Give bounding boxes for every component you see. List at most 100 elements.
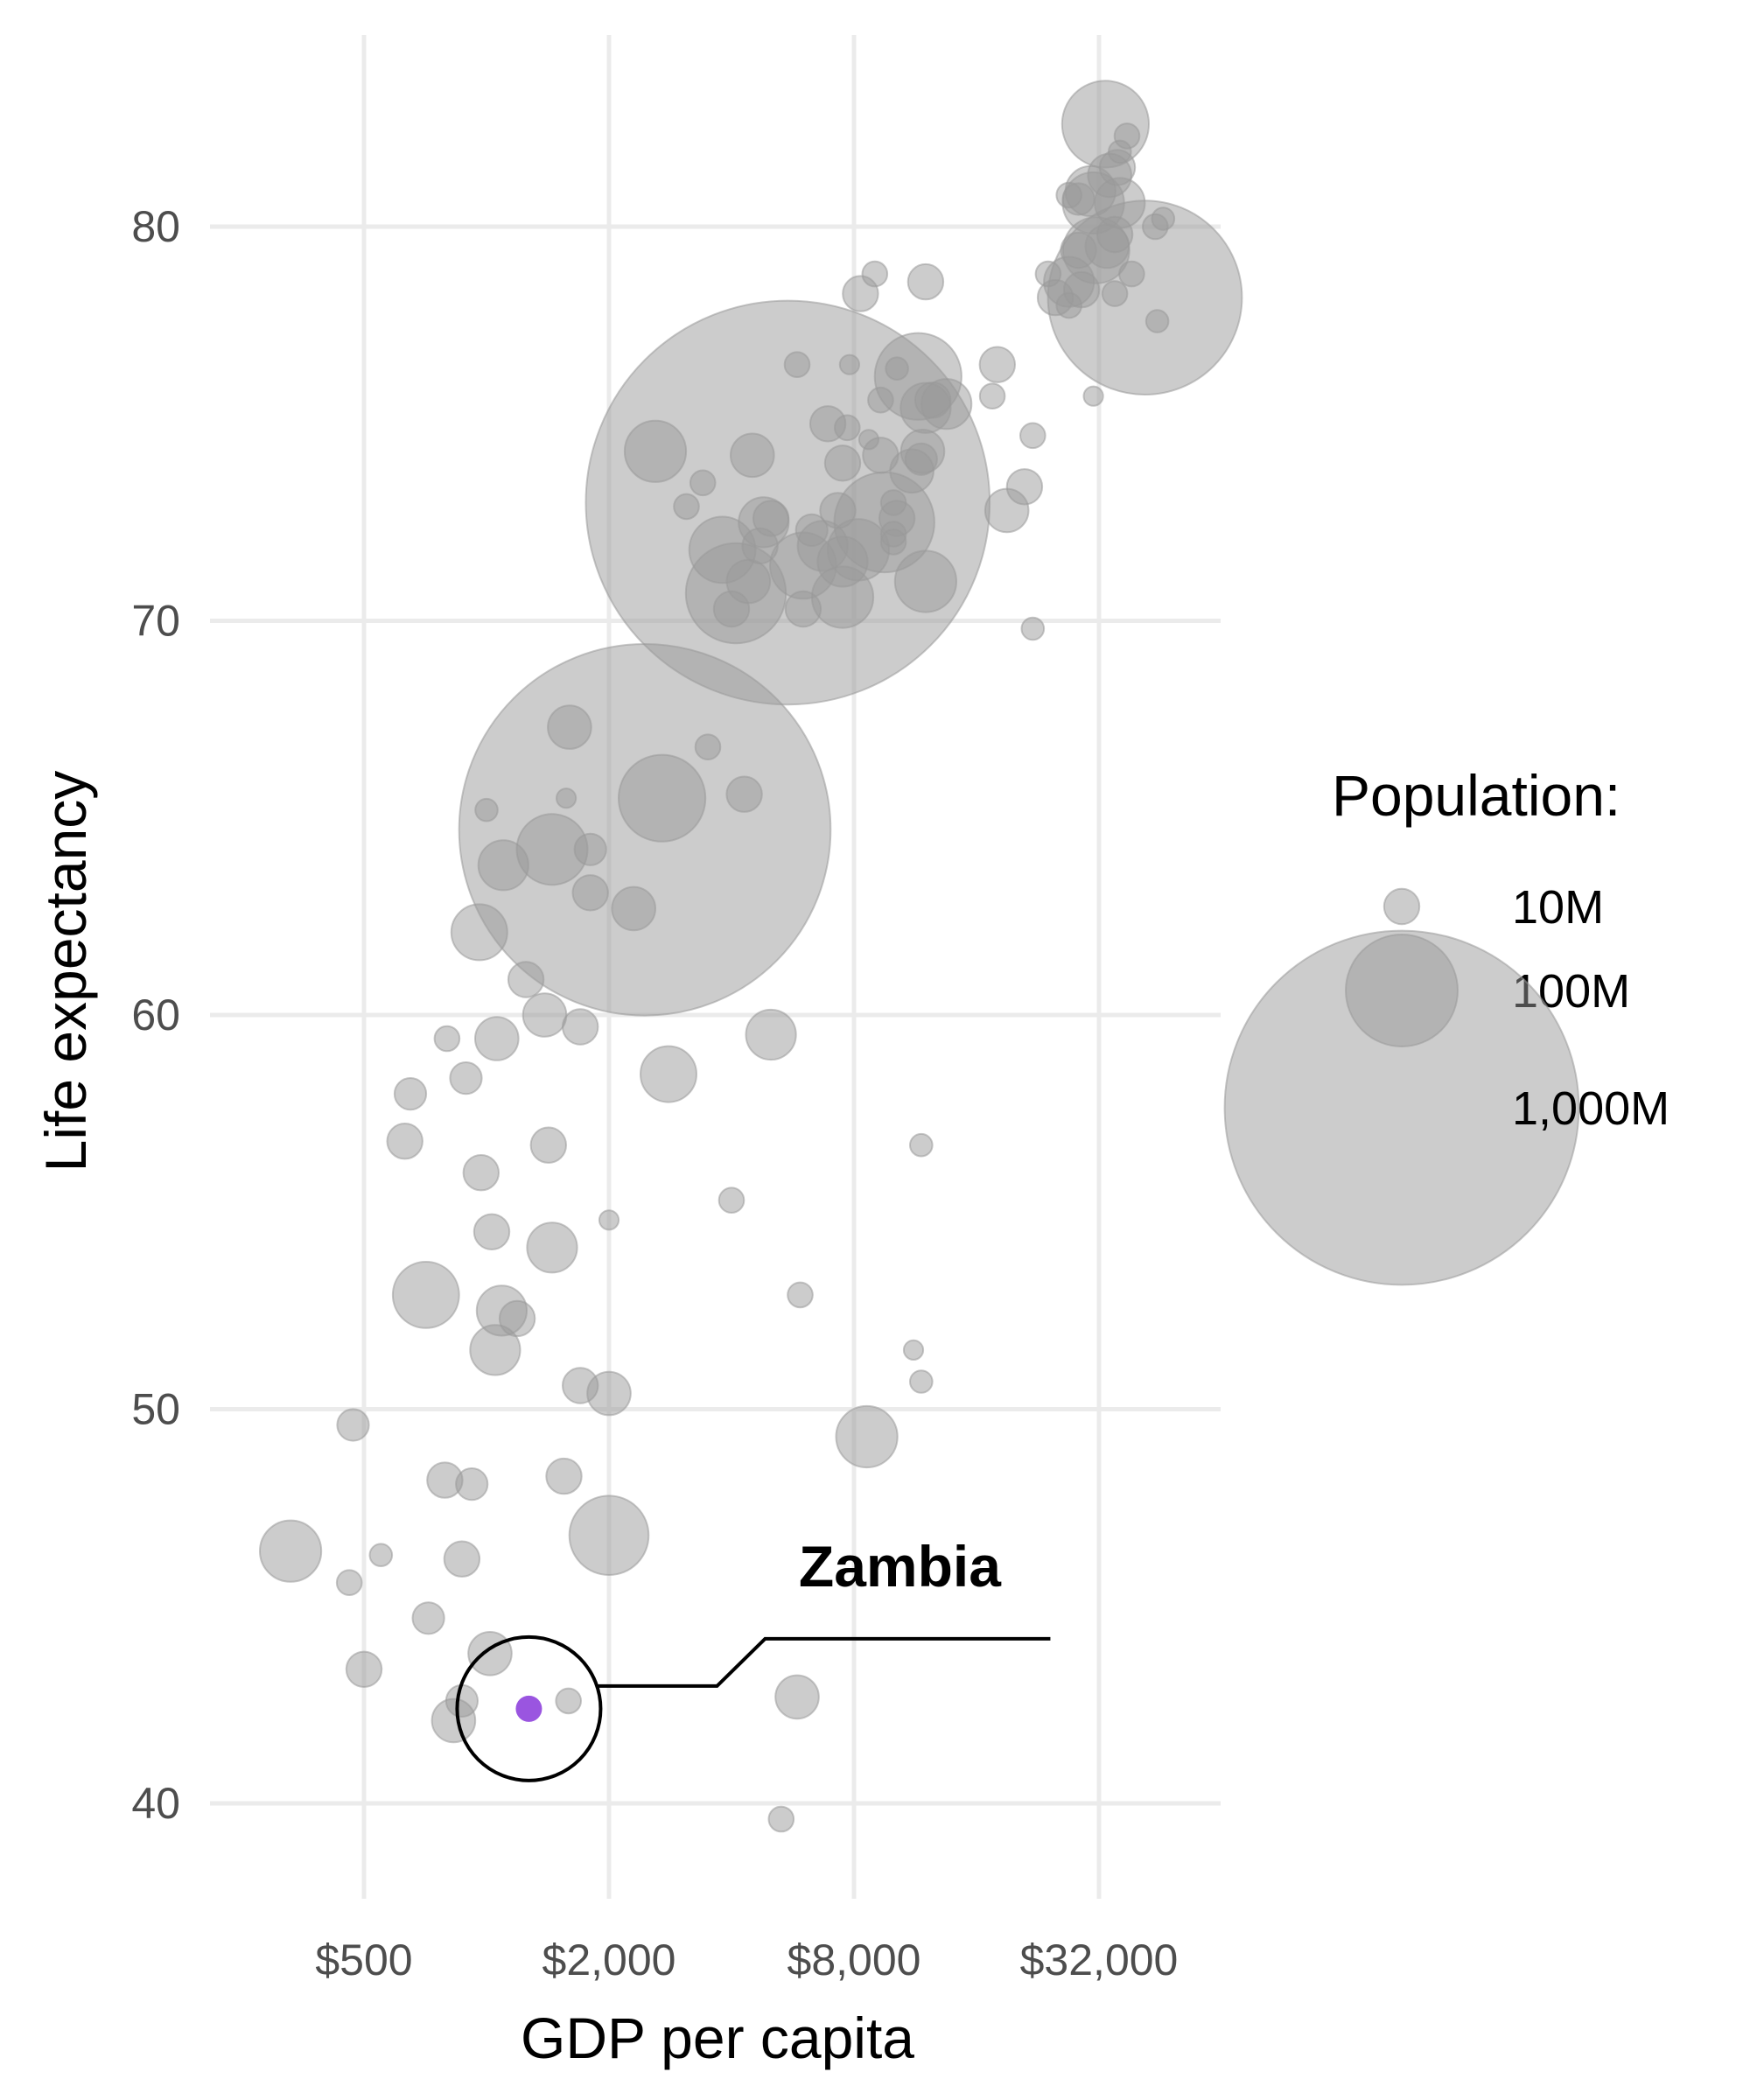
country-point <box>571 874 609 912</box>
legend-key <box>1223 929 1580 1286</box>
country-point <box>838 354 861 375</box>
data-points <box>259 80 1243 1833</box>
country-point <box>879 528 907 556</box>
country-point <box>902 1339 925 1362</box>
country-point <box>1060 231 1097 270</box>
country-point <box>834 414 861 442</box>
country-point <box>1055 291 1082 319</box>
country-point <box>1055 181 1082 209</box>
country-point <box>259 1519 323 1583</box>
country-point <box>823 444 862 482</box>
country-point <box>712 590 751 628</box>
annotation-label: Zambia <box>799 1534 1002 1599</box>
country-point <box>386 1123 424 1160</box>
country-point <box>545 1457 583 1495</box>
country-point <box>767 1805 795 1833</box>
highlight-point <box>515 1695 542 1722</box>
country-point <box>555 1687 583 1715</box>
country-point <box>433 1025 461 1053</box>
country-point <box>477 839 529 892</box>
country-point <box>547 704 592 750</box>
country-point <box>752 500 790 537</box>
country-point <box>469 1324 522 1376</box>
annotation-circle <box>455 1634 603 1782</box>
country-point <box>914 382 952 419</box>
country-point <box>507 961 545 998</box>
legend-label: 1,000M <box>1512 1082 1670 1135</box>
country-point <box>861 260 889 288</box>
country-point <box>336 1408 370 1442</box>
country-point <box>455 1467 489 1502</box>
legend-key <box>1382 887 1421 926</box>
country-point <box>978 382 1006 410</box>
country-point <box>673 493 700 521</box>
country-point <box>640 1045 697 1103</box>
y-axis-title: Life expectancy <box>33 771 98 1172</box>
country-point <box>1034 260 1062 288</box>
country-point <box>819 492 857 529</box>
country-point <box>1019 422 1046 450</box>
country-point <box>1005 468 1044 506</box>
y-tick-labels: 40 50 60 70 80 <box>131 202 180 1828</box>
country-point <box>718 1186 746 1214</box>
country-point <box>1020 616 1046 641</box>
legend-label: 10M <box>1512 881 1604 934</box>
highlight-annotation: Zambia <box>455 1534 1051 1782</box>
country-point <box>694 733 722 761</box>
x-tick-label: $2,000 <box>542 1936 676 1984</box>
country-point <box>368 1543 394 1567</box>
country-point <box>391 1261 460 1329</box>
country-point <box>526 1222 578 1274</box>
country-point <box>450 903 508 962</box>
country-point <box>835 1404 899 1469</box>
country-point <box>623 419 688 483</box>
country-point <box>1108 139 1132 164</box>
y-tick-label: 60 <box>131 990 180 1040</box>
x-tick-label: $32,000 <box>1020 1936 1179 1984</box>
country-point <box>1096 215 1134 254</box>
country-point <box>816 536 869 588</box>
country-point <box>858 429 880 451</box>
country-point <box>474 797 499 822</box>
country-point <box>909 1369 934 1394</box>
country-point <box>885 356 909 382</box>
country-point <box>562 1367 599 1404</box>
country-point <box>904 442 938 476</box>
country-point <box>443 1540 481 1578</box>
y-tick-label: 70 <box>131 597 180 646</box>
country-point <box>335 1569 363 1596</box>
country-point <box>730 432 775 479</box>
country-point <box>472 1213 511 1251</box>
country-point <box>556 788 578 809</box>
country-point <box>522 992 568 1038</box>
country-point <box>598 1209 620 1231</box>
country-point <box>618 753 707 843</box>
country-point <box>1118 260 1145 288</box>
country-point <box>1101 280 1129 307</box>
country-point <box>689 469 717 497</box>
country-point <box>462 1154 500 1192</box>
country-point <box>1151 206 1176 231</box>
country-point <box>529 1126 567 1164</box>
country-point <box>783 351 811 379</box>
country-point <box>411 1601 445 1635</box>
annotation-leader-line <box>597 1636 1051 1688</box>
country-point <box>879 489 907 516</box>
x-axis-title: GDP per capita <box>521 2006 914 2070</box>
country-point <box>978 346 1017 383</box>
x-tick-labels: $500 $2,000 $8,000 $32,000 <box>315 1936 1178 1984</box>
country-point <box>474 1016 520 1061</box>
country-point <box>568 1494 650 1576</box>
country-point <box>794 513 829 548</box>
y-tick-label: 40 <box>131 1779 180 1828</box>
country-point <box>1082 385 1104 407</box>
country-point <box>467 1631 513 1676</box>
x-tick-label: $500 <box>315 1936 412 1984</box>
country-point <box>345 1650 383 1689</box>
country-point <box>444 1684 480 1718</box>
country-point <box>906 262 945 301</box>
country-point <box>893 550 958 613</box>
country-point <box>393 1077 428 1111</box>
